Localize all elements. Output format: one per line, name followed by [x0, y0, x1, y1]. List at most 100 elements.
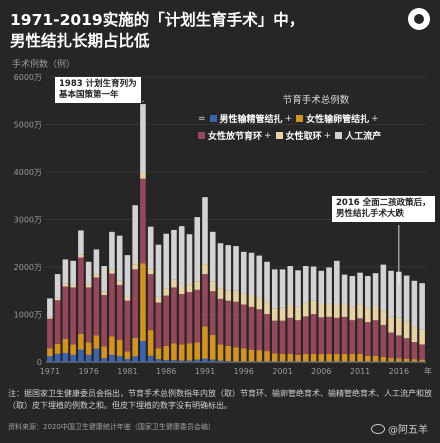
bar-segment [54, 353, 61, 362]
bar-segment [357, 353, 363, 362]
x-tick-label: 2006 [311, 367, 331, 376]
bar-segment [116, 356, 123, 362]
bar-segment [380, 324, 387, 357]
bar-segment [271, 353, 278, 362]
bar-segment [388, 316, 394, 333]
y-tick-label: 0 [37, 358, 42, 367]
bar-segment [326, 303, 332, 317]
bar-segment [310, 314, 317, 354]
bar-segment [178, 360, 185, 362]
bar-segment [334, 260, 340, 305]
bar-segment [93, 277, 100, 336]
bar-segment [303, 302, 309, 317]
bar-segment [240, 293, 247, 305]
bar-segment [295, 320, 301, 355]
bar-segment [93, 249, 100, 275]
bar-segment [411, 326, 418, 343]
bar-segment [178, 286, 185, 295]
bar-segment [411, 342, 418, 360]
bar-segment [233, 290, 239, 302]
bar-segment [171, 279, 177, 288]
bar-segment [147, 355, 154, 362]
bar-segment [380, 310, 387, 325]
bar-segment [240, 348, 247, 362]
legend-label-iud-insertion: 女性放节育环 [208, 132, 263, 142]
bar-segment [202, 264, 208, 275]
bar-segment [349, 353, 356, 362]
bar-segment [109, 231, 115, 270]
bar-segment [171, 287, 177, 344]
bar-segment [388, 332, 394, 358]
bar-segment [124, 351, 131, 360]
bar-segment [132, 337, 138, 357]
bar-segment [233, 301, 239, 348]
bar-segment [70, 260, 76, 285]
legend-label-tubal-ligation: 女性输卵管结扎 [306, 115, 370, 125]
bar-segment [186, 343, 193, 361]
bar-segment [62, 283, 69, 287]
bar-segment [93, 348, 100, 362]
bar-segment [209, 359, 216, 362]
bar-segment [47, 348, 53, 357]
bar-segment [365, 355, 371, 362]
bar-segment [85, 287, 92, 343]
legend-swatch-vasectomy [209, 115, 217, 122]
bar-segment [78, 349, 84, 362]
bar-segment [380, 264, 387, 311]
annotation-1983-line-1: 1983 计划生育列为 [59, 79, 137, 89]
bar-segment [349, 276, 356, 307]
bar-segment [163, 360, 169, 362]
bar-segment [256, 350, 263, 362]
bar-segment [132, 269, 138, 338]
bar-segment [403, 321, 410, 339]
bar-segment [310, 353, 317, 362]
bar-segment [217, 344, 224, 361]
bar-segment [186, 292, 193, 344]
bar-segment [155, 302, 162, 349]
legend-label-iud-removal: 女性取环 [285, 132, 322, 142]
bar-segment [209, 281, 216, 292]
bar-segment [396, 335, 402, 359]
bar-segment [310, 266, 317, 301]
bar-segment [78, 254, 84, 258]
bar-segment [411, 280, 418, 327]
bar-segment [54, 300, 61, 344]
bar-segment [388, 357, 394, 362]
bar-segment [116, 280, 123, 286]
annotation-1983-line-2: 基本国策第一年 [59, 90, 119, 100]
x-tick-label: 1971 [40, 367, 60, 376]
bar-segment [101, 295, 107, 347]
bar-segment [47, 316, 53, 319]
legend-swatch-abortion [335, 132, 343, 139]
bar-segment [287, 304, 294, 318]
bar-segment [240, 304, 247, 349]
bar-segment [178, 226, 185, 287]
y-tick-label: 6000万 [14, 73, 42, 82]
bar-segment [341, 274, 348, 304]
bar-segment [287, 353, 294, 362]
bar-segment [217, 288, 224, 299]
bar-segment [163, 345, 169, 361]
bar-segment [372, 273, 379, 306]
bar-segment [225, 345, 232, 362]
bar-segment [326, 267, 332, 304]
bar-segment [419, 359, 425, 362]
bar-segment [271, 269, 278, 309]
source-note: 资料来源：2020中国卫生健康统计年鉴（国家卫生健康委员会编） [8, 423, 215, 431]
y-axis-unit-label: 手术例数（例） [12, 60, 76, 70]
bar-segment [155, 359, 162, 362]
bar-segment [116, 339, 123, 357]
bar-segment [54, 297, 61, 301]
bar-segment [209, 231, 216, 282]
bar-segment [279, 320, 286, 354]
bar-segment [62, 259, 69, 284]
bar-segment [62, 286, 69, 339]
bar-segment [248, 349, 255, 362]
bar-segment [419, 283, 425, 330]
bar-segment [132, 205, 138, 265]
bar-segment [171, 360, 177, 362]
legend-item-iud-insertion: 女性放节育环 [198, 129, 262, 142]
bar-segment [109, 273, 115, 337]
bar-segment [396, 358, 402, 362]
bar-segment [155, 296, 162, 303]
